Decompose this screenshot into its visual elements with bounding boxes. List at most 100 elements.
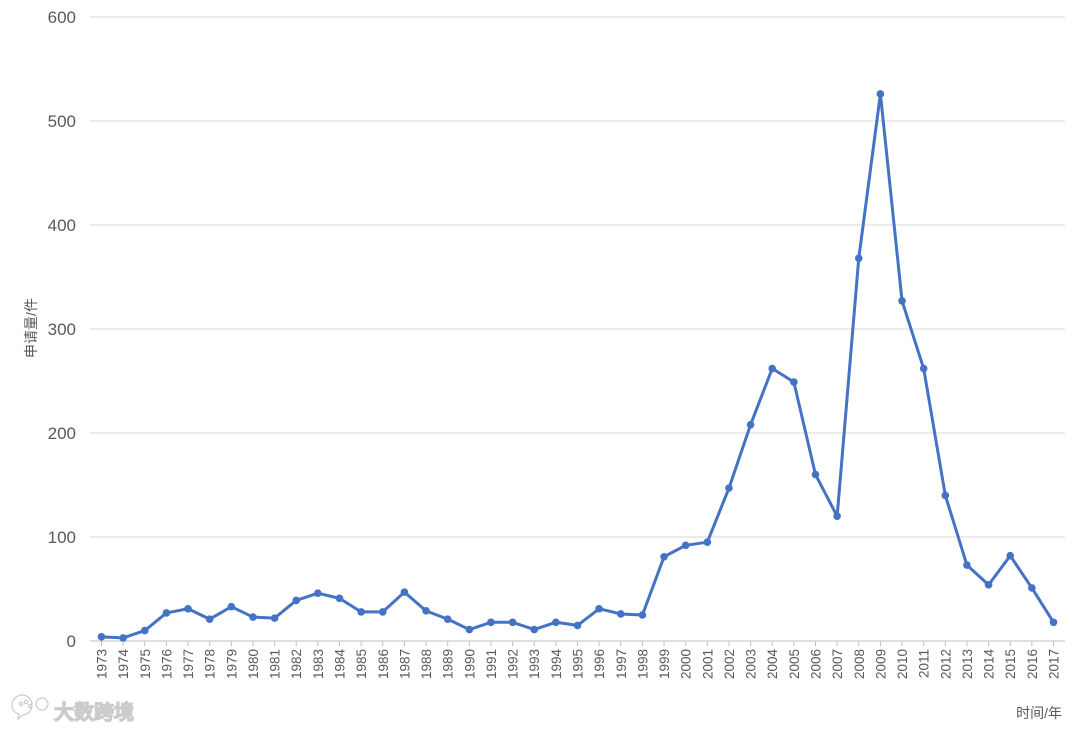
y-tick-label: 200	[48, 424, 76, 443]
x-tick-label: 1985	[354, 649, 369, 679]
x-tick-label: 2017	[1047, 649, 1062, 679]
x-tick-label: 1977	[181, 649, 196, 679]
x-tick-label: 1979	[224, 649, 239, 679]
x-tick-label: 1989	[441, 649, 456, 679]
data-point	[854, 254, 863, 263]
data-point	[357, 608, 365, 616]
x-tick-label: 2007	[830, 649, 845, 679]
data-point	[681, 541, 690, 550]
x-tick-label: 1992	[506, 649, 521, 679]
data-point	[963, 561, 971, 569]
data-point	[790, 378, 798, 386]
data-point	[97, 633, 106, 641]
data-point	[746, 420, 755, 429]
data-point	[573, 621, 582, 630]
x-tick-label: 1988	[419, 649, 434, 679]
x-tick-label: 2016	[1025, 649, 1040, 679]
x-tick-label: 1983	[311, 649, 326, 679]
x-tick-label: 1995	[571, 649, 586, 679]
data-point	[811, 470, 820, 479]
y-tick-label: 300	[48, 320, 76, 339]
data-point	[725, 484, 733, 492]
x-tick-label: 1973	[95, 649, 110, 679]
data-point	[162, 609, 171, 617]
y-axis-title: 申请量/件	[23, 298, 39, 358]
x-tick-label: 1980	[246, 649, 261, 679]
x-tick-label: 2008	[852, 649, 867, 679]
x-axis-ticks: 1973 1974 1975 1976 1977 1978 1979 1980 1981 1982…	[95, 641, 1062, 679]
data-point	[270, 614, 279, 622]
data-point	[1049, 618, 1058, 627]
x-tick-label: 2005	[787, 649, 802, 679]
x-tick-label: 1981	[268, 649, 283, 679]
x-tick-label: 1993	[527, 649, 542, 679]
data-point	[530, 625, 539, 634]
x-tick-label: 1998	[635, 649, 650, 679]
data-point	[660, 552, 668, 561]
y-tick-label: 400	[48, 216, 76, 235]
data-point	[335, 594, 344, 603]
x-tick-label: 1994	[549, 649, 564, 680]
data-point	[422, 607, 430, 615]
data-point	[703, 538, 712, 546]
x-tick-label: 2006	[809, 649, 824, 679]
data-point	[184, 604, 192, 613]
data-point	[400, 588, 409, 596]
data-point	[508, 618, 517, 627]
y-axis-ticks: 0 100 200 300 400 500 600	[48, 8, 76, 651]
x-tick-label: 2003	[744, 649, 759, 679]
data-point	[443, 615, 452, 623]
data-point	[1028, 584, 1036, 592]
x-tick-label: 1990	[462, 649, 477, 679]
data-point	[119, 634, 127, 642]
x-tick-label: 2012	[938, 649, 953, 679]
x-tick-label: 2010	[895, 649, 910, 679]
data-point	[768, 364, 777, 373]
x-tick-label: 2014	[982, 649, 997, 680]
data-point	[314, 589, 322, 597]
data-point	[292, 596, 301, 605]
x-tick-label: 1978	[203, 649, 218, 679]
x-tick-label: 2011	[917, 649, 932, 678]
x-axis-title: 时间/年	[1016, 705, 1062, 721]
x-tick-label: 2004	[765, 649, 780, 680]
x-tick-label: 1975	[138, 649, 153, 679]
gridlines	[90, 16, 1065, 642]
x-tick-label: 1982	[289, 649, 304, 679]
x-tick-label: 2000	[679, 649, 694, 679]
data-point	[595, 604, 603, 613]
data-point	[227, 602, 236, 611]
data-point	[249, 613, 257, 621]
series-line	[100, 92, 1055, 640]
x-tick-label: 2013	[960, 649, 975, 679]
y-tick-label: 600	[48, 8, 76, 27]
y-tick-label: 100	[48, 528, 76, 547]
x-tick-label: 2015	[1003, 649, 1018, 679]
y-tick-label: 0	[67, 632, 76, 651]
data-point	[378, 608, 387, 616]
data-point	[941, 491, 950, 500]
data-point	[552, 618, 560, 627]
y-tick-label: 500	[48, 112, 76, 131]
data-point	[876, 90, 885, 98]
data-point	[638, 611, 647, 619]
data-point	[919, 364, 928, 373]
x-tick-label: 2001	[700, 649, 715, 679]
x-tick-label: 1974	[116, 649, 131, 680]
data-points	[97, 90, 1058, 642]
x-tick-label: 1996	[592, 649, 607, 679]
data-point	[984, 581, 993, 589]
data-point	[140, 626, 149, 635]
data-point	[833, 512, 841, 520]
data-point	[205, 615, 214, 623]
x-tick-label: 1986	[376, 649, 391, 679]
x-tick-label: 1987	[397, 649, 412, 679]
data-point	[487, 618, 495, 627]
watermark-text: 大数跨境	[54, 700, 134, 724]
x-tick-label: 1997	[614, 649, 629, 679]
data-point	[465, 625, 474, 634]
x-tick-label: 1999	[657, 649, 672, 679]
watermark: 大数跨境	[11, 694, 135, 725]
x-tick-label: 1991	[484, 649, 499, 679]
